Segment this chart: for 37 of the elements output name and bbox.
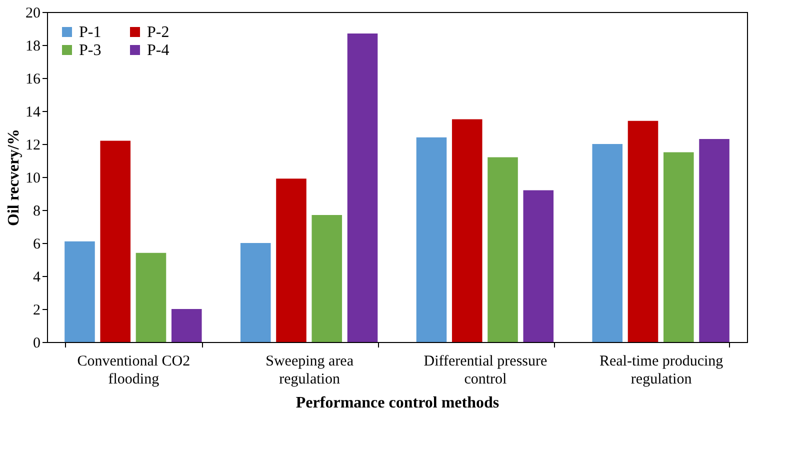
legend-label: P-2 — [147, 24, 170, 41]
x-tick-label: Conventional CO2 flooding — [77, 354, 190, 388]
legend-label: P-3 — [79, 42, 102, 59]
y-tick-label: 16 — [26, 72, 41, 88]
x-tick-label: Differential pressure control — [424, 354, 548, 388]
x-tick-label: Sweeping area regulation — [266, 354, 354, 388]
x-axis-title: Performance control methods — [296, 394, 500, 412]
bar — [276, 178, 306, 342]
bar — [452, 119, 482, 342]
bar — [100, 140, 131, 342]
y-tick-label: 10 — [26, 170, 40, 186]
legend-label: P-1 — [79, 24, 102, 41]
legend-label: P-4 — [147, 42, 170, 59]
bar — [312, 214, 342, 342]
y-tick-label: 4 — [33, 270, 41, 286]
y-tick-label: 2 — [33, 302, 40, 318]
bar — [628, 120, 658, 342]
bar — [523, 190, 554, 342]
bar — [64, 241, 95, 342]
x-tick-label: Real-time producing regulation — [599, 354, 724, 388]
bar — [171, 309, 202, 342]
y-tick-label: 12 — [26, 138, 40, 154]
bar — [663, 152, 694, 342]
y-tick-label: 18 — [26, 38, 40, 54]
bar — [592, 144, 623, 342]
bar — [347, 33, 378, 342]
y-axis-title: Oil recvery/% — [6, 129, 22, 226]
bar — [240, 243, 271, 342]
bar — [416, 137, 447, 342]
y-tick-label: 20 — [26, 6, 40, 22]
y-tick-label: 14 — [26, 104, 41, 120]
bar — [136, 252, 166, 342]
bar — [488, 157, 518, 342]
bar — [699, 139, 730, 342]
y-tick-label: 6 — [33, 236, 41, 252]
y-tick-label: 8 — [33, 204, 40, 220]
y-tick-label: 0 — [33, 336, 40, 352]
